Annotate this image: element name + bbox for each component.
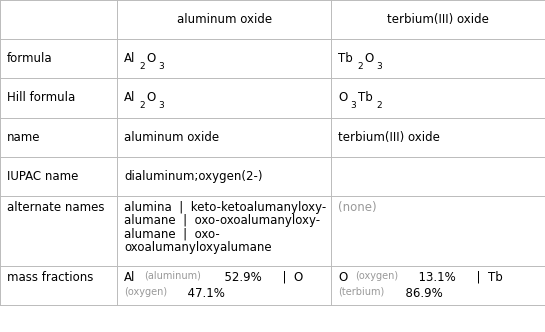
Text: 2: 2	[377, 101, 383, 110]
Text: 3: 3	[158, 101, 164, 110]
Text: 13.1%: 13.1%	[411, 271, 456, 284]
Text: terbium(III) oxide: terbium(III) oxide	[387, 13, 489, 26]
Text: Al: Al	[124, 52, 136, 65]
Text: O: O	[146, 52, 155, 65]
Text: (oxygen): (oxygen)	[124, 287, 167, 297]
Text: 52.9%: 52.9%	[217, 271, 262, 284]
Text: |  Tb: | Tb	[469, 271, 502, 284]
Text: Al: Al	[124, 271, 136, 284]
Text: O: O	[146, 91, 155, 105]
Text: alumane  |  oxo-: alumane | oxo-	[124, 228, 220, 241]
Text: 2: 2	[139, 101, 144, 110]
Text: Tb: Tb	[358, 91, 373, 105]
Text: aluminum oxide: aluminum oxide	[124, 130, 220, 144]
Text: IUPAC name: IUPAC name	[7, 170, 78, 183]
Text: 86.9%: 86.9%	[398, 287, 443, 300]
Text: alumane  |  oxo-oxoalumanyloxy-: alumane | oxo-oxoalumanyloxy-	[124, 214, 320, 227]
Text: (terbium): (terbium)	[338, 287, 385, 297]
Text: oxoalumanyloxyalumane: oxoalumanyloxyalumane	[124, 241, 272, 254]
Text: (oxygen): (oxygen)	[355, 271, 398, 281]
Text: mass fractions: mass fractions	[7, 271, 93, 284]
Text: |  O: | O	[275, 271, 303, 284]
Text: (none): (none)	[338, 201, 377, 214]
Text: dialuminum;oxygen(2-): dialuminum;oxygen(2-)	[124, 170, 263, 183]
Text: 2: 2	[358, 61, 363, 71]
Text: 3: 3	[350, 101, 356, 110]
Text: 2: 2	[139, 61, 144, 71]
Text: name: name	[7, 130, 40, 144]
Text: formula: formula	[7, 52, 53, 65]
Text: alternate names: alternate names	[7, 201, 105, 214]
Text: aluminum oxide: aluminum oxide	[177, 13, 272, 26]
Text: O: O	[338, 271, 348, 284]
Text: O: O	[365, 52, 374, 65]
Text: O: O	[338, 91, 348, 105]
Text: Al: Al	[124, 91, 136, 105]
Text: terbium(III) oxide: terbium(III) oxide	[338, 130, 440, 144]
Text: 47.1%: 47.1%	[180, 287, 225, 300]
Text: (aluminum): (aluminum)	[144, 271, 201, 281]
Text: 3: 3	[158, 61, 164, 71]
Text: Tb: Tb	[338, 52, 353, 65]
Text: alumina  |  keto-ketoalumanyloxy-: alumina | keto-ketoalumanyloxy-	[124, 201, 326, 214]
Text: 3: 3	[377, 61, 383, 71]
Text: Hill formula: Hill formula	[7, 91, 75, 105]
